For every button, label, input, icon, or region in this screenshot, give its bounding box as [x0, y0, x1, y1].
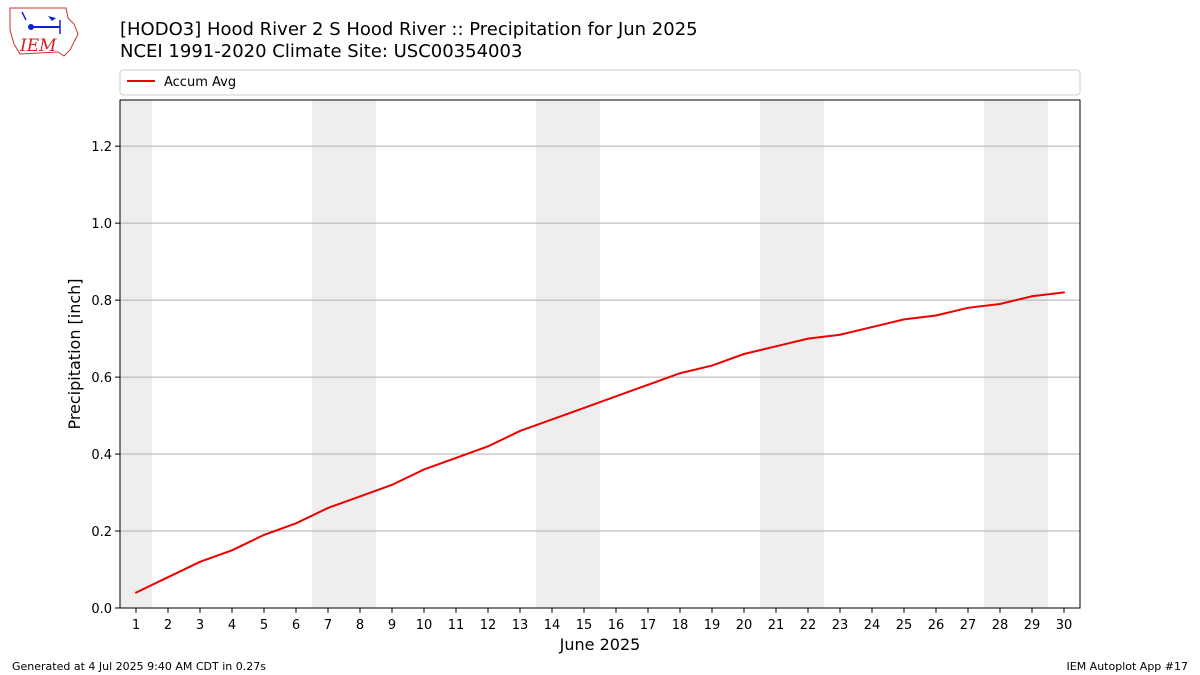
x-tick-label-3: 3	[196, 618, 204, 633]
data-point-2	[167, 576, 169, 579]
y-tick-label-0.8: 0.8	[91, 294, 112, 309]
data-point-4	[231, 549, 233, 552]
weekend-band-4	[984, 100, 1048, 608]
data-point-25	[903, 318, 905, 321]
x-tick-label-12: 12	[480, 618, 497, 633]
data-point-18	[679, 372, 681, 375]
weekend-band-1	[312, 100, 376, 608]
data-point-16	[615, 395, 617, 398]
x-tick-label-17: 17	[640, 618, 657, 633]
x-tick-label-6: 6	[292, 618, 300, 633]
data-point-28	[999, 302, 1001, 305]
x-tick-label-1: 1	[132, 618, 140, 633]
y-tick-label-1.2: 1.2	[91, 140, 112, 155]
weekend-band-2	[536, 100, 600, 608]
x-tick-label-16: 16	[608, 618, 625, 633]
data-point-29	[1031, 295, 1033, 298]
data-point-27	[967, 306, 969, 309]
x-tick-label-18: 18	[672, 618, 689, 633]
data-point-17	[647, 383, 649, 386]
data-point-19	[711, 364, 713, 367]
x-tick-label-30: 30	[1056, 618, 1073, 633]
footer-generated: Generated at 4 Jul 2025 9:40 AM CDT in 0…	[12, 660, 266, 673]
weekend-bands	[120, 100, 1048, 608]
x-axis-label: June 2025	[559, 635, 641, 654]
y-axis-label: Precipitation [inch]	[65, 278, 84, 429]
data-point-8	[359, 495, 361, 498]
y-axis-ticks: 0.0 0.2 0.4 0.6 0.8 1.0 1.2	[91, 140, 120, 617]
x-tick-label-14: 14	[544, 618, 561, 633]
data-point-1	[135, 591, 137, 594]
chart-subtitle: NCEI 1991-2020 Climate Site: USC00354003	[120, 41, 522, 62]
x-tick-label-5: 5	[260, 618, 268, 633]
x-tick-label-19: 19	[704, 618, 721, 633]
data-point-7	[327, 506, 329, 509]
x-tick-label-10: 10	[416, 618, 433, 633]
x-tick-label-28: 28	[992, 618, 1009, 633]
x-tick-label-22: 22	[800, 618, 817, 633]
x-tick-label-9: 9	[388, 618, 396, 633]
chart-title: [HODO3] Hood River 2 S Hood River :: Pre…	[120, 19, 698, 40]
x-tick-label-27: 27	[960, 618, 977, 633]
data-point-21	[775, 345, 777, 348]
data-point-11	[455, 456, 457, 459]
plot-frame	[119, 99, 1081, 609]
legend-label: Accum Avg	[164, 75, 236, 90]
y-tick-label-0.0: 0.0	[91, 602, 112, 617]
x-tick-label-25: 25	[896, 618, 913, 633]
data-point-9	[391, 483, 393, 486]
x-tick-label-29: 29	[1024, 618, 1041, 633]
data-point-12	[487, 445, 489, 448]
y-tick-label-0.4: 0.4	[91, 448, 112, 463]
data-point-5	[263, 533, 265, 536]
y-tick-label-0.6: 0.6	[91, 371, 112, 386]
data-point-30	[1063, 291, 1065, 294]
weekend-band-3	[760, 100, 824, 608]
x-axis-ticks: 1 2 3 4 5 6 7 8 9 10 11 12 13 14 15 16 17 18 19 20 21 22 23 24 2…	[132, 608, 1072, 633]
x-tick-label-20: 20	[736, 618, 753, 633]
data-point-3	[199, 560, 201, 563]
data-point-26	[935, 314, 937, 317]
data-point-14	[551, 418, 553, 421]
data-point-13	[519, 429, 521, 432]
series-line-0	[135, 291, 1065, 594]
weekend-band-0	[120, 100, 152, 608]
x-tick-label-26: 26	[928, 618, 945, 633]
iem-logo: IEM	[9, 7, 79, 57]
data-point-23	[839, 333, 841, 336]
x-tick-label-15: 15	[576, 618, 593, 633]
data-point-24	[871, 326, 873, 329]
footer-app: IEM Autoplot App #17	[1067, 660, 1189, 673]
x-tick-label-8: 8	[356, 618, 364, 633]
data-point-20	[743, 353, 745, 355]
x-tick-label-7: 7	[324, 618, 332, 633]
x-tick-label-4: 4	[228, 618, 236, 633]
data-point-22	[807, 337, 809, 340]
legend-box	[119, 69, 1081, 96]
x-tick-label-24: 24	[864, 618, 881, 633]
data-point-15	[583, 406, 585, 409]
data-point-10	[423, 468, 425, 471]
y-tick-label-1.0: 1.0	[91, 217, 112, 232]
x-tick-label-13: 13	[512, 618, 529, 633]
y-tick-label-0.2: 0.2	[91, 525, 112, 540]
logo-text: IEM	[19, 36, 57, 56]
x-tick-label-23: 23	[832, 618, 849, 633]
series-layer	[135, 291, 1065, 594]
x-tick-label-11: 11	[448, 618, 465, 633]
x-tick-label-21: 21	[768, 618, 785, 633]
legend: Accum Avg	[119, 69, 1081, 96]
data-point-6	[295, 522, 297, 525]
x-tick-label-2: 2	[164, 618, 172, 633]
